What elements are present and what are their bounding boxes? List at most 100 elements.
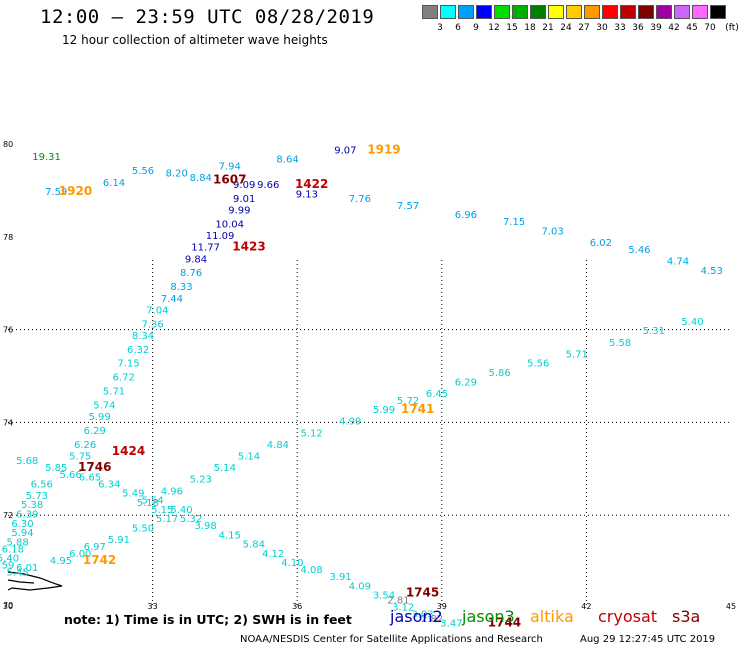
pass-time-label: 1920 bbox=[59, 184, 92, 198]
pass-time-label: 1424 bbox=[112, 444, 145, 458]
wave-height-value: 5.71 bbox=[566, 349, 588, 360]
wave-height-value: 10.04 bbox=[215, 220, 244, 231]
wave-height-value: 5.18 bbox=[137, 498, 159, 509]
y-tick-label: 70 bbox=[3, 601, 13, 610]
scale-swatch bbox=[584, 5, 600, 19]
y-tick-label: 74 bbox=[3, 418, 13, 427]
wave-height-value: 9.01 bbox=[233, 194, 255, 205]
scale-swatch bbox=[458, 5, 474, 19]
x-tick-label: 45 bbox=[726, 602, 736, 611]
wave-height-value: 8.34 bbox=[132, 331, 154, 342]
pass-time-label: 1745 bbox=[406, 585, 439, 599]
wave-height-value: 9.66 bbox=[257, 180, 279, 191]
legend-jason2: jason2 bbox=[390, 607, 443, 626]
wave-height-value: 3.12 bbox=[392, 602, 414, 613]
wave-height-value: 7.76 bbox=[349, 194, 371, 205]
wave-height-value: 5.14 bbox=[214, 463, 236, 474]
wave-height-value: 8.76 bbox=[180, 268, 202, 279]
wave-height-value: 5.12 bbox=[301, 428, 323, 439]
y-tick-label: 78 bbox=[3, 233, 13, 242]
wave-height-value: 5.71 bbox=[103, 387, 125, 398]
wave-height-value: 5.38 bbox=[21, 500, 43, 511]
scale-label: 18 bbox=[524, 23, 536, 33]
wave-height-value: 5.17 bbox=[156, 514, 178, 525]
wave-height-value: 3.03 bbox=[411, 609, 433, 620]
wave-height-value: 5.40 bbox=[170, 505, 192, 516]
wave-height-value: 5.46 bbox=[628, 245, 650, 256]
wave-height-value: 5.40 bbox=[681, 317, 703, 328]
wave-height-value: 5.68 bbox=[16, 456, 38, 467]
wave-height-value: 4.84 bbox=[267, 440, 289, 451]
wave-height-value: 6.97 bbox=[84, 542, 106, 553]
scale-swatch bbox=[602, 5, 618, 19]
scale-swatch bbox=[440, 5, 456, 19]
x-tick-label: 30 bbox=[3, 602, 13, 611]
pass-time-label: 1742 bbox=[83, 553, 116, 567]
wave-height-value: 8.84 bbox=[190, 173, 212, 184]
wave-height-value: 6.65 bbox=[79, 472, 101, 483]
pass-time-label: 1746 bbox=[78, 460, 111, 474]
wave-height-value: 5.91 bbox=[108, 535, 130, 546]
wave-height-value: 6.34 bbox=[98, 479, 120, 490]
scale-label: 21 bbox=[542, 23, 554, 33]
x-tick-label: 39 bbox=[437, 602, 447, 611]
wave-height-value: 3.54 bbox=[373, 591, 395, 602]
scale-label: 24 bbox=[560, 23, 572, 33]
footer-note: note: 1) Time is in UTC; 2) SWH is in fe… bbox=[64, 612, 352, 627]
wave-height-value: 5.54 bbox=[141, 496, 163, 507]
wave-height-value: 5.66 bbox=[60, 470, 82, 481]
wave-height-value: 6.72 bbox=[113, 373, 135, 384]
wave-height-value: 4.15 bbox=[219, 530, 241, 541]
wave-height-value: 9.07 bbox=[334, 145, 356, 156]
wave-height-value: 8.20 bbox=[166, 168, 188, 179]
wave-height-value: 6.02 bbox=[590, 238, 612, 249]
wave-height-value: 6.39 bbox=[16, 510, 38, 521]
wave-height-value: 5.75 bbox=[69, 452, 91, 463]
wave-height-value: 9.13 bbox=[296, 189, 318, 200]
scale-swatch bbox=[494, 5, 510, 19]
scale-label: 30 bbox=[596, 23, 608, 33]
scale-swatch bbox=[656, 5, 672, 19]
pass-time-label: 1607 bbox=[213, 172, 246, 186]
scale-swatch bbox=[674, 5, 690, 19]
credit-text: NOAA/NESDIS Center for Satellite Applica… bbox=[240, 634, 543, 645]
wave-height-value: 5.74 bbox=[93, 400, 115, 411]
scale-unit: (ft) bbox=[725, 23, 739, 33]
scale-label: 36 bbox=[632, 23, 644, 33]
wave-height-value: 11.77 bbox=[191, 243, 220, 254]
wave-height-value: 6.29 bbox=[84, 426, 106, 437]
wave-height-value: 2.81 bbox=[387, 595, 409, 606]
wave-height-value: 5.45 bbox=[7, 568, 29, 579]
pass-time-label: 1744 bbox=[488, 616, 521, 630]
wave-height-value: 6.32 bbox=[127, 345, 149, 356]
wave-height-value: 3.98 bbox=[194, 521, 216, 532]
pass-time-label: 1919 bbox=[367, 142, 400, 156]
wave-height-value: 6.29 bbox=[455, 377, 477, 388]
scale-swatch bbox=[422, 5, 438, 19]
scale-label: 33 bbox=[614, 23, 626, 33]
scale-swatch bbox=[566, 5, 582, 19]
chart-title: 12:00 – 23:59 UTC 08/28/2019 bbox=[40, 6, 375, 28]
wave-height-value: 9.09 bbox=[233, 180, 255, 191]
wave-height-value: 4.96 bbox=[161, 486, 183, 497]
wave-height-value: 5.23 bbox=[190, 475, 212, 486]
scale-label: 45 bbox=[686, 23, 698, 33]
scale-label: 42 bbox=[668, 23, 680, 33]
scale-swatch bbox=[710, 5, 726, 19]
scale-label: 3 bbox=[437, 23, 443, 33]
wave-height-value: 6.01 bbox=[16, 563, 38, 574]
scale-swatch bbox=[530, 5, 546, 19]
wave-height-value: 3.47 bbox=[440, 619, 462, 630]
wave-height-value: 6.14 bbox=[103, 178, 125, 189]
wave-height-value: 6.26 bbox=[74, 440, 96, 451]
x-tick-label: 33 bbox=[148, 602, 158, 611]
wave-height-value: 5.84 bbox=[243, 540, 265, 551]
wave-height-value: 6.96 bbox=[455, 210, 477, 221]
wave-height-value: 5.99 bbox=[88, 412, 110, 423]
wave-height-value: 19.31 bbox=[32, 152, 61, 163]
wave-height-value: 5.99 bbox=[373, 405, 395, 416]
scale-swatch bbox=[638, 5, 654, 19]
wave-height-value: 7.57 bbox=[397, 201, 419, 212]
wave-height-value: 5.50 bbox=[132, 523, 154, 534]
